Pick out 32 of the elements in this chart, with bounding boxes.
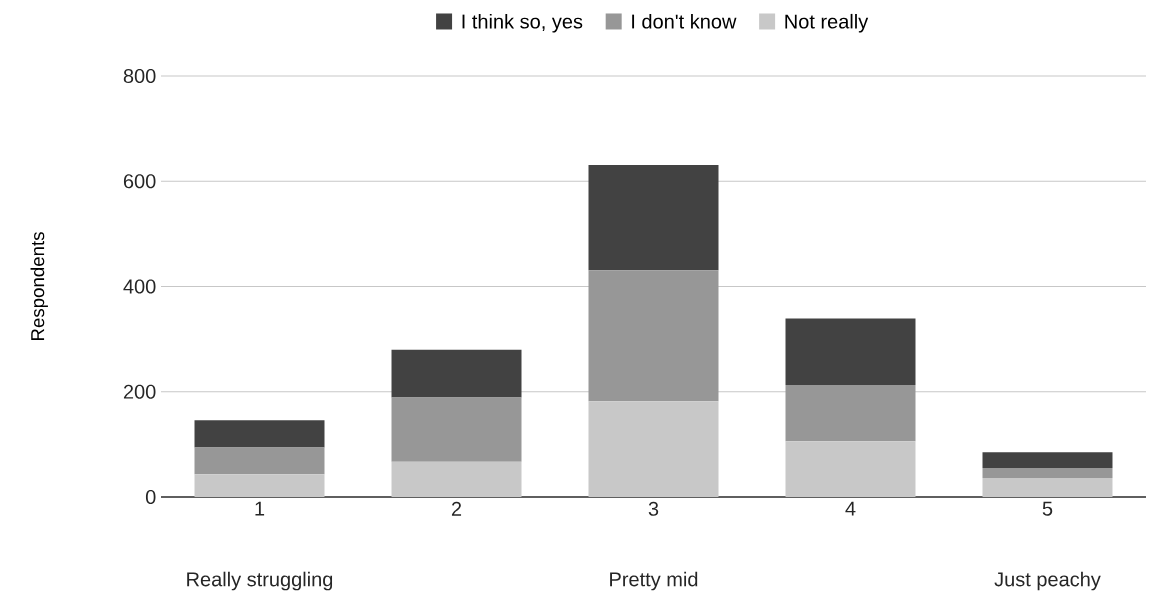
text: Pretty mid (610, 571, 698, 591)
bar (982, 452, 1113, 469)
y-tick-label: 400 (123, 279, 156, 294)
bar (194, 420, 325, 448)
bar (194, 474, 325, 497)
text: Really struggling (187, 571, 333, 591)
legend-label: Not really (785, 13, 869, 33)
bar (785, 441, 916, 497)
bar (391, 349, 522, 398)
x-tick-label: 5 (1042, 501, 1053, 516)
x-tick-label: 3 (648, 501, 659, 516)
x-tick-label: 1 (255, 501, 265, 516)
bar (588, 401, 719, 497)
bar (194, 447, 325, 475)
bar (588, 270, 719, 402)
bar (785, 318, 916, 385)
bar (588, 164, 719, 271)
bar (391, 397, 522, 462)
legend-label: I don't know (632, 13, 737, 29)
bar (982, 468, 1113, 479)
y-tick-label: 600 (123, 174, 156, 189)
bar (982, 478, 1113, 497)
legend-label: I think so, yes (462, 13, 583, 33)
y-axis-title: Respondents (30, 232, 48, 340)
y-tick-label: 200 (123, 384, 156, 399)
text: Just peachy (994, 571, 1101, 591)
x-tick-label: 4 (845, 501, 856, 516)
bar (785, 384, 916, 442)
y-tick-label: 800 (123, 68, 156, 84)
bar (391, 461, 522, 497)
y-tick-label: 0 (145, 489, 156, 505)
x-tick-label: 2 (451, 501, 462, 516)
